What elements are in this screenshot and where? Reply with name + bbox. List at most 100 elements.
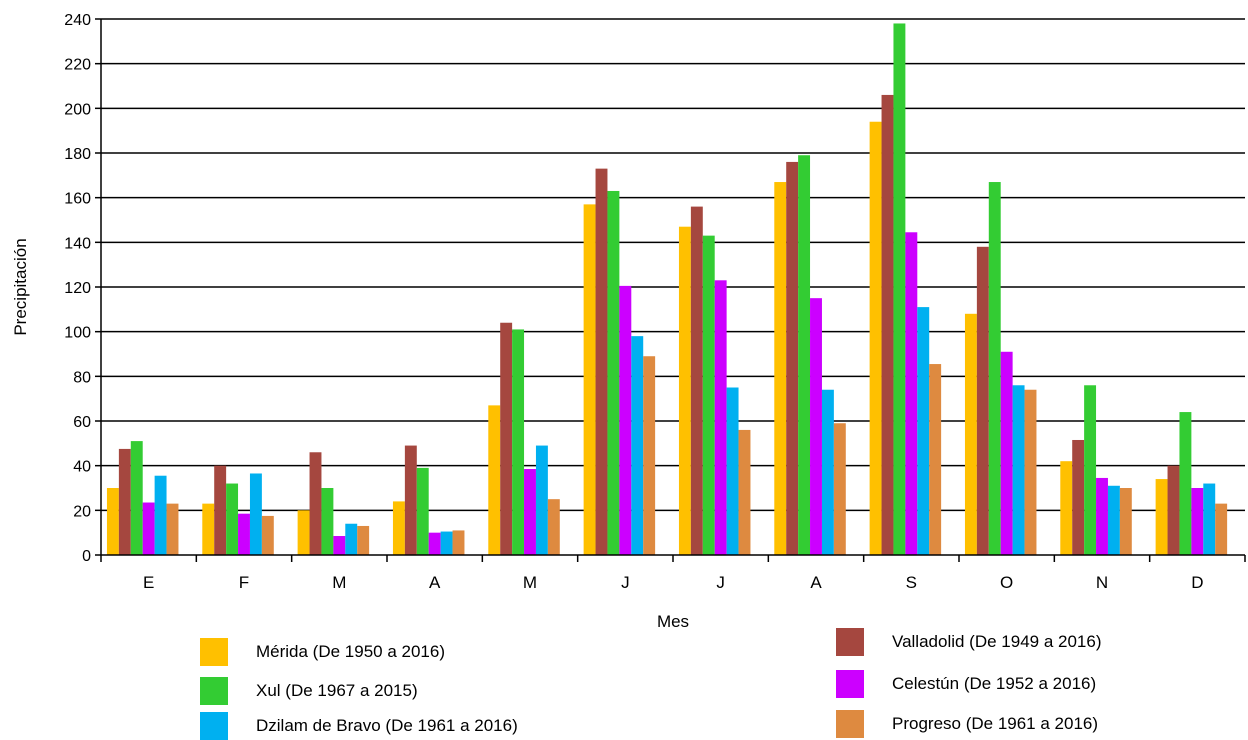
- bar: [917, 307, 930, 555]
- bar: [345, 523, 358, 555]
- bar: [428, 532, 441, 555]
- bar: [1167, 465, 1180, 555]
- bar: [309, 452, 322, 555]
- x-tick-label: N: [1096, 573, 1108, 592]
- bar: [261, 515, 274, 555]
- tick-labels: 0 20 40 60 80 100 120 140 160 180 200 220 240 E F M A M J J…: [64, 12, 1203, 592]
- bar: [988, 182, 1001, 556]
- bar: [833, 423, 846, 555]
- x-tick-label: A: [810, 573, 822, 592]
- bar: [106, 488, 119, 555]
- legend-swatch-xul: [200, 677, 228, 705]
- bar: [500, 322, 513, 555]
- bars: [106, 23, 1228, 556]
- bar: [357, 525, 370, 555]
- bar: [702, 235, 715, 555]
- legend-label-valladolid: Valladolid (De 1949 a 2016): [892, 632, 1102, 651]
- legend-item-progreso: Progreso (De 1961 a 2016): [836, 710, 1098, 738]
- x-tick-label: A: [429, 573, 441, 592]
- gridlines: [101, 18, 1245, 512]
- bar: [905, 232, 918, 556]
- bar: [595, 168, 608, 555]
- legend-label-xul: Xul (De 1967 a 2015): [256, 681, 418, 700]
- x-tick-label: J: [621, 573, 630, 592]
- y-tick-label: 100: [64, 325, 91, 342]
- bar: [738, 429, 751, 555]
- legend-item-valladolid: Valladolid (De 1949 a 2016): [836, 628, 1102, 656]
- legend-label-progreso: Progreso (De 1961 a 2016): [892, 714, 1099, 733]
- x-tick-label: E: [143, 573, 154, 592]
- y-axis-label: Precipitación: [11, 238, 30, 335]
- bar: [1084, 385, 1097, 555]
- y-tick-label: 0: [82, 548, 91, 565]
- legend-label-celestun: Celestún (De 1952 a 2016): [892, 674, 1097, 693]
- bar: [166, 503, 179, 555]
- axes: [95, 18, 1246, 562]
- bar: [118, 448, 131, 555]
- bar: [976, 246, 989, 556]
- y-tick-label: 80: [73, 369, 91, 386]
- legend-label-dzilam: Dzilam de Bravo (De 1961 a 2016): [256, 716, 518, 735]
- y-tick-label: 180: [64, 146, 91, 163]
- bar: [1191, 488, 1204, 555]
- y-tick-label: 40: [73, 459, 91, 476]
- bar: [881, 94, 894, 555]
- y-tick-label: 220: [64, 57, 91, 74]
- bar: [619, 285, 632, 555]
- legend-swatch-progreso: [836, 710, 864, 738]
- bar: [142, 502, 155, 555]
- bar: [774, 182, 787, 556]
- bar: [249, 473, 262, 555]
- bar: [786, 161, 799, 555]
- legend-swatch-dzilam: [200, 712, 228, 740]
- y-tick-label: 120: [64, 280, 91, 297]
- bar: [1000, 351, 1013, 555]
- x-tick-label: D: [1191, 573, 1203, 592]
- bar: [202, 503, 215, 555]
- bar: [631, 336, 644, 555]
- bar: [1155, 479, 1168, 555]
- bar: [714, 280, 727, 555]
- bar: [321, 488, 334, 555]
- legend-item-dzilam: Dzilam de Bravo (De 1961 a 2016): [200, 712, 518, 740]
- y-tick-label: 60: [73, 414, 91, 431]
- legend-label-merida: Mérida (De 1950 a 2016): [256, 642, 446, 661]
- x-tick-label: M: [523, 573, 537, 592]
- bar: [1119, 488, 1132, 555]
- bar: [964, 313, 977, 555]
- bar: [929, 364, 942, 555]
- bar: [238, 513, 250, 555]
- bar: [893, 23, 906, 555]
- y-tick-label: 140: [64, 235, 91, 252]
- x-tick-label: M: [332, 573, 346, 592]
- bar: [226, 483, 239, 555]
- bar: [535, 445, 548, 555]
- bar: [333, 536, 346, 555]
- legend-item-celestun: Celestún (De 1952 a 2016): [836, 670, 1096, 698]
- bar: [130, 441, 143, 555]
- legend-item-xul: Xul (De 1967 a 2015): [200, 677, 418, 705]
- bar: [1024, 389, 1037, 555]
- legend-swatch-celestun: [836, 670, 864, 698]
- bar: [1072, 439, 1085, 555]
- bar: [392, 501, 405, 555]
- bar: [690, 206, 703, 555]
- x-tick-label: J: [716, 573, 725, 592]
- bar: [607, 190, 620, 555]
- bar: [798, 155, 811, 555]
- bar: [1060, 461, 1073, 555]
- bar: [297, 510, 310, 555]
- bar: [416, 467, 429, 555]
- bar: [1096, 477, 1108, 555]
- bar: [1215, 503, 1228, 555]
- legend-swatch-valladolid: [836, 628, 864, 656]
- bar: [1012, 385, 1025, 555]
- bar: [524, 469, 536, 555]
- bar: [154, 475, 167, 555]
- bar: [726, 387, 739, 555]
- bar: [678, 226, 691, 555]
- bar: [1203, 483, 1216, 555]
- bar: [512, 329, 525, 555]
- bar: [583, 204, 596, 555]
